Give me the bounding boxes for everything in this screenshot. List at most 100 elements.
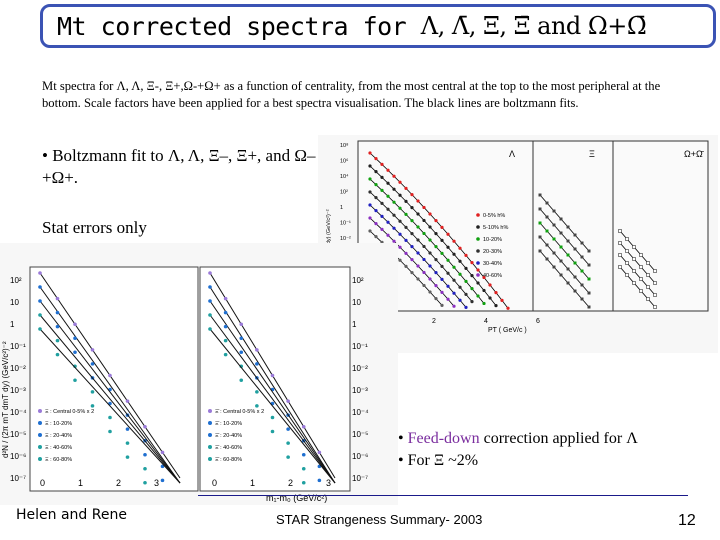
right-data-point [452, 291, 456, 295]
left-xi-data-point [73, 336, 77, 341]
left-legend-marker-right [208, 433, 212, 437]
right-data-point [374, 222, 378, 226]
right-data-point [410, 232, 414, 236]
right-data-point [440, 251, 444, 255]
right-data-point [494, 304, 498, 308]
right-data-point [440, 290, 444, 294]
left-xi-data-point [38, 313, 42, 317]
left-xi-data-point [125, 455, 130, 459]
left-legend-marker [38, 433, 42, 437]
right-data-point [458, 259, 462, 263]
right-data-point [476, 294, 480, 298]
right-data-point [434, 297, 438, 301]
right-data-point [428, 225, 432, 229]
right-data-point [374, 157, 378, 161]
left-x-tick-label: 1 [78, 478, 83, 488]
right-data-point [398, 232, 402, 236]
left-xi-data-point [90, 362, 95, 366]
right-omega-point [632, 269, 636, 273]
left-legend-label-right: Ξ̄ : 20-40% [215, 433, 242, 439]
right-panel-frame [532, 140, 614, 312]
left-xi-data-point [55, 324, 60, 329]
left-y-tick-label-right: 10⁻⁷ [352, 474, 368, 483]
left-legend-marker [38, 457, 42, 461]
left-y-tick-label-right: 10⁻⁶ [352, 452, 368, 461]
left-legend-label-right: Ξ̄ : 60-80% [215, 457, 242, 463]
left-xi-data-point [125, 427, 130, 431]
right-y-tick-label: 10⁻² [340, 236, 351, 242]
right-legend-marker [476, 261, 480, 265]
left-xibar-data-point [208, 285, 212, 289]
right-legend-marker [476, 249, 480, 253]
right-data-point [392, 187, 396, 191]
left-xi-data-point [143, 424, 147, 429]
right-data-point [428, 290, 432, 294]
right-panel-frame [612, 140, 709, 312]
right-xi-point [587, 249, 591, 253]
right-data-point [470, 287, 474, 291]
left-xi-data-point [125, 399, 130, 403]
left-xibar-data-point [255, 404, 259, 408]
left-xibar-fit-line [209, 300, 336, 484]
left-panel-frame [29, 266, 199, 492]
right-data-point [452, 265, 456, 269]
left-xibar-data-point [301, 452, 306, 457]
right-data-point [428, 212, 432, 216]
right-data-point [470, 261, 474, 265]
right-data-point [404, 225, 408, 229]
right-data-point [416, 199, 420, 203]
right-omega-point [653, 293, 657, 297]
right-omega-point [625, 249, 629, 253]
right-data-point [446, 284, 450, 288]
right-data-point [434, 219, 438, 223]
left-legend-label: Ξ : Central 0-5% x 2 [45, 409, 94, 415]
left-xi-data-point [73, 350, 77, 355]
right-omega-point [653, 269, 657, 273]
left-xi-data-point [90, 390, 95, 394]
right-data-point [464, 279, 468, 283]
left-x-tick-label: 0 [40, 478, 45, 488]
right-data-point [494, 291, 498, 295]
left-xibar-data-point [286, 427, 290, 431]
right-data-point [422, 283, 426, 288]
right-legend-marker [476, 237, 480, 241]
right-data-point [368, 203, 372, 207]
left-xibar-data-point [239, 336, 244, 341]
right-omega-point [625, 261, 629, 265]
right-data-point [440, 238, 444, 242]
left-x-tick-label: 2 [116, 478, 121, 488]
right-xi-point [552, 223, 556, 227]
left-xibar-data-point [255, 390, 259, 394]
right-legend-marker [476, 225, 480, 229]
right-data-point [458, 285, 462, 289]
right-data-point [368, 151, 372, 155]
left-xibar-data-point [223, 324, 228, 329]
right-xi-point [545, 201, 549, 205]
right-data-point [482, 288, 486, 293]
footer-conference: STAR Strangeness Summary- 2003 [276, 512, 483, 527]
right-xi-point [559, 273, 563, 277]
right-legend-marker [476, 213, 480, 217]
right-data-point [374, 209, 378, 213]
right-data-point [386, 168, 390, 172]
left-xibar-data-point [223, 296, 228, 301]
right-data-point [404, 238, 408, 242]
right-omega-point [618, 253, 622, 257]
right-x-axis-label: PT ( GeV/c ) [488, 327, 527, 334]
right-x-tick-label: 6 [536, 318, 540, 325]
right-data-point [398, 219, 402, 223]
left-xibar-data-point [317, 450, 322, 455]
right-fit-line [369, 165, 497, 306]
right-xi-point [587, 277, 591, 281]
left-y-axis-label: d²N / (2π mT dmT dy) (GeV/c²)⁻² [1, 341, 10, 458]
right-xi-point [559, 259, 563, 263]
left-xi-data-point [160, 450, 165, 455]
right-data-point [434, 271, 438, 275]
right-omega-point [639, 253, 643, 257]
left-y-tick-label-right: 10² [352, 276, 364, 285]
left-xibar-data-point [208, 313, 212, 317]
left-x-tick-label: 3 [154, 478, 159, 488]
left-y-tick-label: 10 [10, 298, 19, 307]
right-data-point [398, 258, 402, 262]
left-xibar-data-point [239, 322, 244, 327]
